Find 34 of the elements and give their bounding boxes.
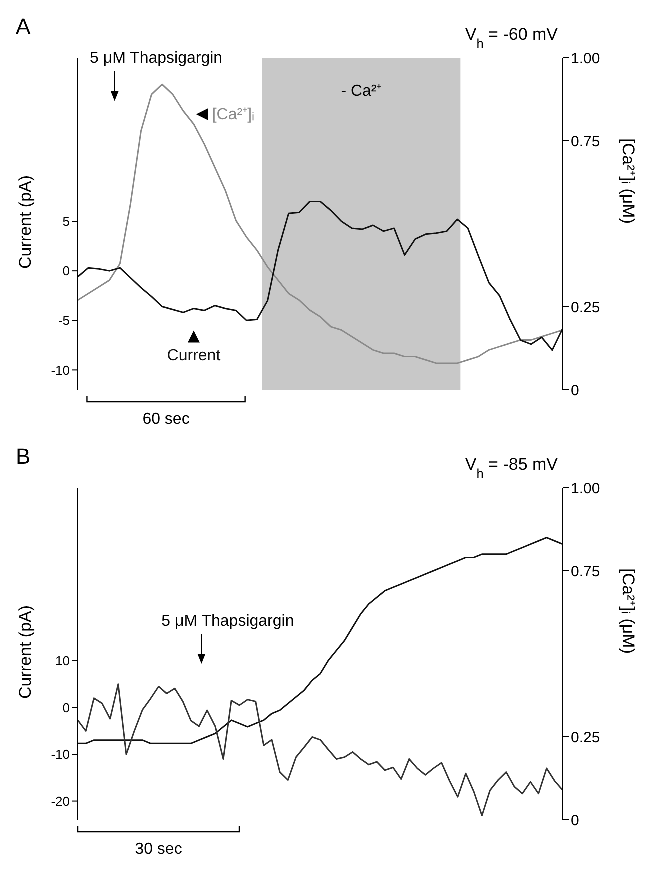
- y-tick-label: 10: [56, 654, 70, 669]
- y2-tick-label: 0: [571, 812, 580, 830]
- annotation: - Ca²⁺: [341, 83, 382, 100]
- y2-tick-label: 1.00: [571, 50, 600, 68]
- line-series: [78, 84, 563, 364]
- line-series: [78, 684, 563, 817]
- y2-tick-label: 0.75: [571, 563, 600, 580]
- y-tick-label: 0: [62, 264, 70, 279]
- y2-axis-title: [Ca²⁺]ᵢ (μM): [618, 138, 638, 224]
- y2-tick-label: 0.25: [571, 299, 600, 316]
- annotation: 5 μM Thapsigargin: [162, 613, 294, 630]
- y-tick-label: -10: [51, 362, 70, 378]
- y2-tick-label: 0.25: [571, 729, 600, 746]
- y-axis-title: Current (pA): [16, 605, 36, 699]
- x-axis-title: 30 sec: [135, 841, 182, 858]
- text: Current: [167, 348, 222, 365]
- text: V$_{h}$ = -85 mV: [465, 455, 559, 480]
- y-tick-label: -10: [51, 747, 70, 762]
- x-axis-title: 60 sec: [142, 411, 190, 428]
- y-tick-label: -20: [51, 794, 70, 809]
- chart-title: A: [16, 14, 31, 39]
- y-tick-label: 0: [62, 700, 70, 716]
- y2-tick-label: 0: [571, 382, 580, 400]
- annotation: 5 μM Thapsigargin: [90, 50, 223, 68]
- y-axis-title: Current (pA): [16, 175, 36, 269]
- y-tick-label: -5: [58, 313, 70, 328]
- line-series: [78, 537, 563, 744]
- chart-title: B: [16, 444, 31, 469]
- y-tick-label: 5: [62, 214, 70, 230]
- y2-tick-label: 0.75: [571, 133, 600, 150]
- text: V$_{h}$ = -60 mV: [465, 25, 559, 50]
- y2-tick-label: 1.00: [571, 480, 600, 498]
- series-label: [Ca²⁺]ᵢ: [212, 106, 255, 124]
- y2-axis-title: [Ca²⁺]ᵢ (μM): [618, 568, 638, 654]
